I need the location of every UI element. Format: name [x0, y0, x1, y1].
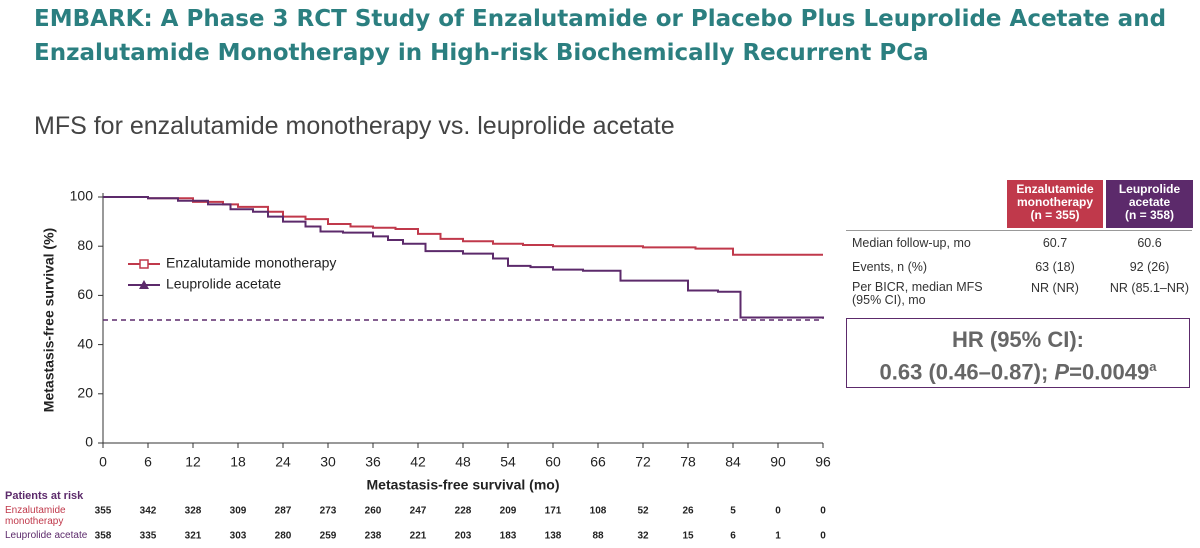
risk-count: 0: [820, 531, 826, 542]
row-value: 60.7: [1042, 236, 1068, 250]
x-tick-label: 42: [410, 454, 426, 470]
y-tick-label: 100: [70, 188, 94, 204]
x-tick-label: 36: [365, 454, 381, 470]
subtitle: MFS for enzalutamide monotherapy vs. leu…: [34, 112, 675, 140]
risk-count: 203: [455, 531, 472, 542]
hr-title: HR (95% CI):: [951, 327, 1084, 352]
risk-count: 309: [230, 506, 247, 517]
row-value: 60.6: [1137, 236, 1162, 250]
risk-count: 138: [545, 531, 562, 542]
x-tick-label: 54: [500, 454, 516, 470]
table-rule: [846, 230, 1192, 231]
x-tick-label: 78: [680, 454, 696, 470]
column-n: (n = 358): [1124, 208, 1175, 222]
p-value: =0.0049: [1069, 359, 1150, 385]
slide-title: EMBARK: A Phase 3 RCT Study of Enzalutam…: [34, 6, 1167, 32]
x-tick-label: 84: [725, 454, 741, 470]
column-n: (n = 355): [1030, 208, 1080, 222]
footnote: a: [1149, 359, 1157, 374]
risk-count: 355: [95, 506, 112, 517]
risk-count: 6: [730, 531, 736, 542]
risk-count: 26: [682, 506, 694, 517]
y-tick-label: 0: [85, 434, 93, 450]
legend-label: Enzalutamide monotherapy: [166, 255, 336, 271]
risk-count: 259: [320, 531, 337, 542]
risk-count: 15: [682, 531, 694, 542]
hr-line: 0.63 (0.46–0.87); P=0.0049a: [847, 353, 1189, 385]
row-label: Per BICR, median MFS (95% CI), mo: [852, 280, 983, 307]
x-tick-label: 96: [815, 454, 831, 470]
risk-count: 88: [592, 531, 604, 542]
risk-count: 221: [410, 531, 427, 542]
risk-count: 238: [365, 531, 382, 542]
risk-count: 1: [775, 531, 781, 542]
x-tick-label: 6: [144, 454, 152, 470]
risk-count: 32: [637, 531, 649, 542]
risk-row-name: Enzalutamide monotherapy: [5, 505, 66, 527]
risk-count: 183: [500, 531, 517, 542]
risk-count: 358: [95, 531, 112, 542]
risk-count: 247: [410, 506, 427, 517]
x-tick-label: 90: [770, 454, 786, 470]
x-tick-label: 72: [635, 454, 651, 470]
risk-count: 321: [185, 531, 202, 542]
risk-count: 228: [455, 506, 472, 517]
column-header: Enzalutamide monotherapy (n = 355): [1007, 180, 1103, 228]
column-header: Leuprolide acetate (n = 358): [1106, 180, 1193, 228]
hr-estimate: 0.63 (0.46–0.87);: [879, 359, 1055, 385]
row-value: NR (85.1–NR): [1109, 281, 1190, 295]
row-label: Median follow-up, mo: [852, 236, 971, 250]
x-tick-label: 0: [99, 454, 107, 470]
risk-count: 5: [730, 506, 736, 517]
row-value: NR (NR): [1031, 281, 1079, 295]
risk-count: 335: [140, 531, 157, 542]
risk-row-name: Leuprolide acetate: [5, 530, 88, 541]
risk-count: 52: [637, 506, 649, 517]
risk-title: Patients at risk: [5, 490, 84, 502]
risk-count: 0: [775, 506, 781, 517]
risk-count: 171: [545, 506, 562, 517]
legend-marker: [139, 259, 149, 269]
risk-count: 260: [365, 506, 382, 517]
y-tick-label: 60: [77, 286, 93, 302]
x-tick-label: 18: [230, 454, 246, 470]
row-value: 92 (26): [1129, 260, 1170, 274]
x-tick-label: 30: [320, 454, 336, 470]
risk-count: 0: [820, 506, 826, 517]
legend-marker: [139, 280, 149, 289]
survival-curve: [103, 196, 824, 319]
column-name: Enzalutamide monotherapy: [1016, 182, 1094, 209]
x-axis-label: Metastasis-free survival (mo): [367, 477, 560, 493]
survival-curve: [103, 196, 823, 256]
x-tick-label: 60: [545, 454, 561, 470]
y-tick-label: 20: [77, 385, 93, 401]
x-tick-label: 66: [590, 454, 606, 470]
risk-count: 280: [275, 531, 292, 542]
y-tick-label: 80: [77, 237, 93, 253]
slide-title: Enzalutamide Monotherapy in High-risk Bi…: [34, 40, 929, 66]
risk-count: 342: [140, 506, 157, 517]
row-label: Events, n (%): [852, 260, 928, 274]
hazard-ratio-box: HR (95% CI): 0.63 (0.46–0.87); P=0.0049a: [846, 318, 1190, 388]
y-axis-label: Metastasis-free survival (%): [41, 228, 57, 412]
p-symbol: P: [1054, 359, 1070, 385]
x-tick-label: 48: [455, 454, 471, 470]
risk-count: 273: [320, 506, 337, 517]
risk-count: 287: [275, 506, 292, 517]
risk-count: 108: [590, 506, 607, 517]
y-tick-label: 40: [77, 335, 93, 351]
legend-label: Leuprolide acetate: [166, 276, 281, 292]
risk-count: 303: [230, 531, 247, 542]
x-tick-label: 12: [185, 454, 201, 470]
row-value: 63 (18): [1035, 260, 1075, 274]
column-name: Leuprolide acetate: [1118, 182, 1181, 209]
risk-count: 209: [500, 506, 517, 517]
x-tick-label: 24: [275, 454, 291, 470]
risk-count: 328: [185, 506, 202, 517]
